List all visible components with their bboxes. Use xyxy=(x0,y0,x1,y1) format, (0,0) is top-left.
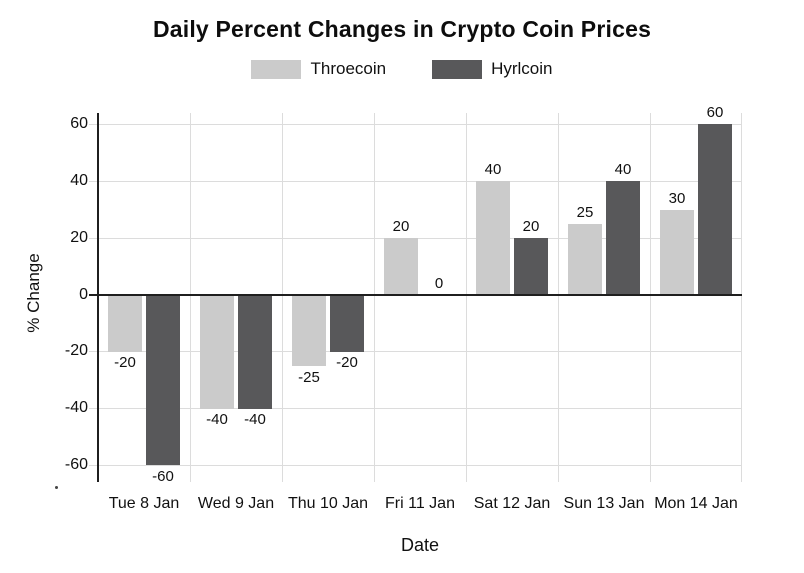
h-gridline xyxy=(98,465,742,466)
v-gridline xyxy=(650,113,651,482)
bar-throecoin-sat-12-jan xyxy=(476,181,510,295)
bar-hyrlcoin-sun-13-jan xyxy=(606,181,640,295)
bar-throecoin-thu-10-jan xyxy=(292,295,326,366)
legend-item: Throecoin xyxy=(251,59,386,79)
y-tick-label: -60 xyxy=(64,456,88,473)
y-tick-label: 0 xyxy=(79,286,88,303)
bar-value-label: -20 xyxy=(114,354,136,371)
x-tick-label: Fri 11 Jan xyxy=(385,495,455,512)
bar-hyrlcoin-mon-14-jan xyxy=(698,124,732,294)
stray-mark xyxy=(55,486,58,489)
x-tick-label: Thu 10 Jan xyxy=(287,495,369,512)
bar-throecoin-mon-14-jan xyxy=(660,210,694,295)
bar-value-label: -60 xyxy=(152,468,174,485)
x-axis-title: Date xyxy=(400,535,440,555)
bar-value-label: 0 xyxy=(434,275,444,292)
bar-throecoin-fri-11-jan xyxy=(384,238,418,295)
bar-value-label: 20 xyxy=(522,218,540,235)
v-gridline xyxy=(558,113,559,482)
h-gridline xyxy=(98,238,742,239)
legend-swatch-throecoin xyxy=(251,59,302,79)
x-tick-label: Wed 9 Jan xyxy=(197,495,275,512)
legend: Throecoin Hyrlcoin xyxy=(0,59,804,79)
y-tick-label: 20 xyxy=(70,229,88,246)
v-gridline xyxy=(741,113,742,482)
y-tick-label: -20 xyxy=(64,342,88,359)
y-tick-label: 60 xyxy=(70,115,88,132)
h-gridline xyxy=(98,408,742,409)
v-gridline xyxy=(374,113,375,482)
y-tick-mark xyxy=(89,408,97,409)
h-gridline xyxy=(98,124,742,125)
bar-hyrlcoin-sat-12-jan xyxy=(514,238,548,295)
bar-value-label: -25 xyxy=(298,369,320,386)
chart-title: Daily Percent Changes in Crypto Coin Pri… xyxy=(152,16,652,42)
y-tick-label: 40 xyxy=(70,172,88,189)
x-tick-label: Mon 14 Jan xyxy=(654,495,738,512)
bar-hyrlcoin-thu-10-jan xyxy=(330,295,364,352)
legend-label: Hyrlcoin xyxy=(491,59,553,78)
bar-throecoin-tue-8-jan xyxy=(108,295,142,352)
v-gridline xyxy=(190,113,191,482)
y-tick-mark xyxy=(89,124,97,125)
y-tick-mark xyxy=(89,181,97,182)
bar-value-label: 30 xyxy=(668,190,686,207)
h-gridline xyxy=(98,181,742,182)
y-tick-mark xyxy=(89,351,97,352)
zero-axis-line xyxy=(89,294,742,296)
y-tick-mark xyxy=(89,465,97,466)
x-tick-label: Tue 8 Jan xyxy=(108,495,180,512)
plot-area: -20 -40 -25 20 40 25 30 -60 -40 -20 0 20 40 60 xyxy=(89,104,742,485)
legend-item: Hyrlcoin xyxy=(432,59,553,79)
legend-swatch-hyrlcoin xyxy=(432,59,483,79)
bar-hyrlcoin-tue-8-jan xyxy=(146,295,180,465)
h-gridline xyxy=(98,351,742,352)
bar-throecoin-sun-13-jan xyxy=(568,224,602,295)
v-gridline xyxy=(282,113,283,482)
bar-value-label: 25 xyxy=(576,204,594,221)
bar-value-label: 20 xyxy=(392,218,410,235)
bar-value-label: -40 xyxy=(206,411,228,428)
y-axis-line xyxy=(97,113,99,482)
bar-value-label: 40 xyxy=(484,161,502,178)
v-gridline xyxy=(466,113,467,482)
x-tick-label: Sun 13 Jan xyxy=(563,495,645,512)
bar-value-label: 60 xyxy=(706,104,724,121)
y-tick-label: -40 xyxy=(64,399,88,416)
y-tick-mark xyxy=(89,238,97,239)
bar-throecoin-wed-9-jan xyxy=(200,295,234,409)
bar-hyrlcoin-wed-9-jan xyxy=(238,295,272,409)
x-tick-label: Sat 12 Jan xyxy=(473,495,551,512)
bar-value-label: 40 xyxy=(614,161,632,178)
bar-value-label: -40 xyxy=(244,411,266,428)
legend-label: Throecoin xyxy=(310,59,387,78)
bar-value-label: -20 xyxy=(336,354,358,371)
